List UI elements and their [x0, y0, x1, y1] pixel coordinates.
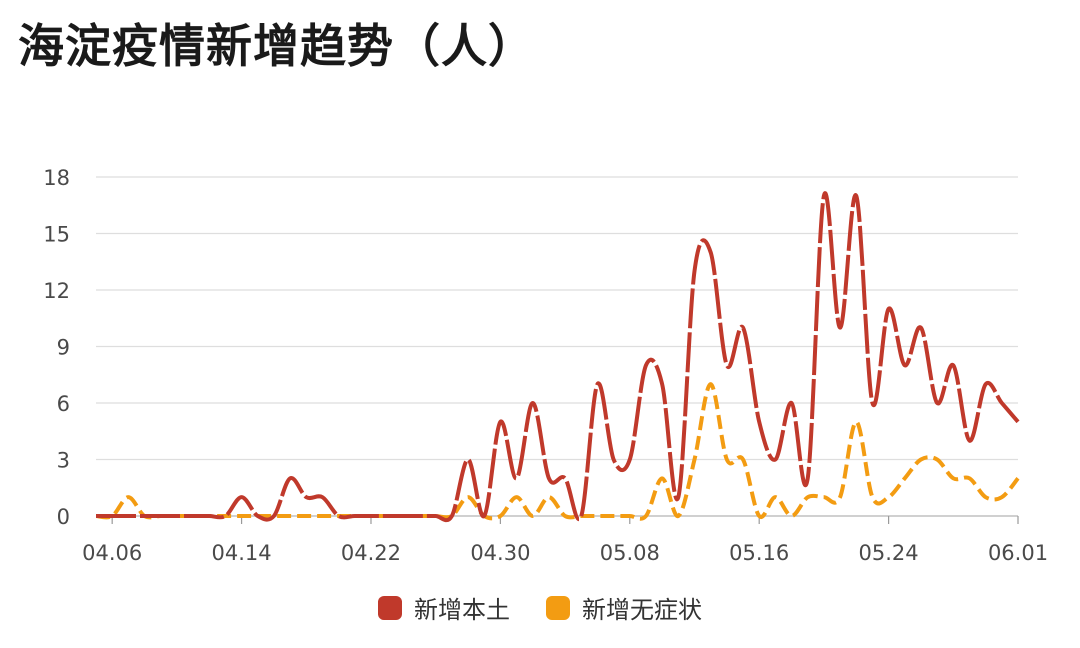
x-tick-label: 04.30 [470, 541, 530, 565]
y-tick-label: 3 [57, 449, 70, 473]
y-tick-label: 6 [57, 392, 70, 416]
legend-label-asymptomatic: 新增无症状 [582, 596, 702, 624]
legend-item-asymptomatic[interactable]: 新增无症状 [546, 590, 702, 625]
x-tick-label: 05.24 [859, 541, 919, 565]
legend: 新增本土 新增无症状 [0, 590, 1080, 625]
legend-swatch-local [378, 595, 402, 620]
x-tick-label: 04.22 [341, 541, 401, 565]
y-axis-ticks: 0 3 6 9 12 15 18 [43, 166, 70, 529]
series-lines [95, 191, 1020, 523]
y-tick-label: 18 [43, 166, 70, 190]
legend-item-local[interactable]: 新增本土 [378, 590, 510, 625]
x-tick-label: 05.08 [600, 541, 660, 565]
x-axis-ticks: 04.06 04.14 04.22 04.30 05.08 05.16 05.24 06.01 [82, 516, 1048, 565]
grid-lines [96, 176, 1018, 517]
legend-swatch-asymptomatic [546, 595, 570, 620]
x-tick-label: 05.16 [729, 541, 789, 565]
chart-title: 海淀疫情新增趋势（人） [18, 19, 535, 73]
y-tick-label: 12 [43, 279, 70, 303]
x-tick-label: 06.01 [988, 541, 1048, 565]
series-line-asymptomatic [95, 382, 1020, 521]
y-tick-label: 9 [57, 336, 70, 360]
y-tick-label: 0 [57, 505, 70, 529]
series-line-local [95, 191, 1020, 523]
y-tick-label: 15 [43, 223, 70, 247]
x-tick-label: 04.06 [82, 541, 142, 565]
legend-label-local: 新增本土 [414, 596, 510, 624]
x-tick-label: 04.14 [212, 541, 272, 565]
